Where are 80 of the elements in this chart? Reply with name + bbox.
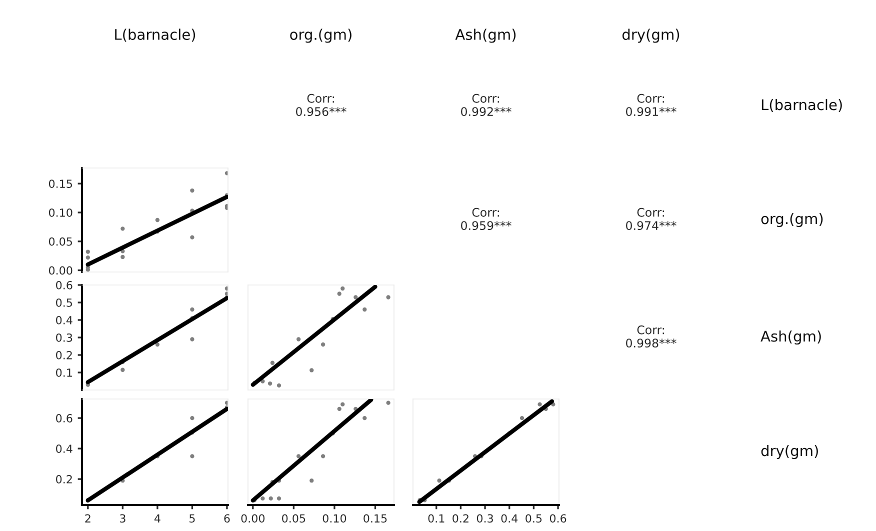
text: Corr: 0.956*** bbox=[296, 94, 346, 116]
x-tick-label: 6 bbox=[224, 514, 230, 523]
point bbox=[268, 381, 272, 386]
point bbox=[310, 368, 314, 372]
point bbox=[296, 454, 301, 458]
point bbox=[520, 416, 524, 420]
point bbox=[337, 406, 342, 411]
text: dry(gm) bbox=[761, 444, 818, 460]
point bbox=[337, 292, 342, 296]
point bbox=[362, 307, 367, 312]
y-tick-label: 0.3 bbox=[56, 333, 72, 342]
x-tick-label: 0.6 bbox=[550, 514, 566, 523]
x-tick-label: 3 bbox=[120, 514, 126, 523]
text: Ash(gm) bbox=[455, 28, 516, 43]
x-tick-label: 0.3 bbox=[476, 514, 493, 523]
point bbox=[86, 250, 90, 254]
point bbox=[190, 188, 194, 193]
y-tick-label: 0.1 bbox=[56, 368, 72, 377]
x-tick-label: 4 bbox=[154, 514, 160, 522]
point bbox=[310, 478, 314, 483]
point bbox=[386, 295, 390, 300]
x-tick-label: 5 bbox=[190, 514, 195, 523]
y-tick-label: 0.6 bbox=[56, 414, 72, 422]
point bbox=[320, 342, 326, 347]
y-tick-label: 0.2 bbox=[56, 350, 72, 360]
point bbox=[120, 368, 125, 372]
x-tick-label: 0.10 bbox=[322, 514, 346, 523]
y-tick-label: 0.10 bbox=[48, 208, 72, 217]
point bbox=[362, 416, 367, 420]
x-tick-label: 0.00 bbox=[241, 514, 265, 523]
text: L(barnacle) bbox=[115, 28, 196, 42]
text: org.(gm) bbox=[761, 212, 823, 228]
y-tick-label: 0.4 bbox=[56, 444, 72, 453]
point bbox=[190, 416, 194, 420]
y-tick-label: 0.15 bbox=[48, 180, 72, 188]
point bbox=[86, 255, 90, 260]
point bbox=[354, 295, 358, 300]
point bbox=[155, 218, 160, 222]
point bbox=[190, 235, 194, 240]
y-tick-label: 0.4 bbox=[56, 316, 72, 324]
x-tick-label: 2 bbox=[85, 514, 90, 522]
point bbox=[276, 383, 282, 388]
text: Corr: 0.959*** bbox=[461, 208, 512, 230]
text: dry(gm) bbox=[622, 28, 680, 43]
x-tick-label: 0.2 bbox=[452, 514, 468, 523]
y-tick-label: 0.05 bbox=[48, 237, 72, 246]
point bbox=[340, 402, 345, 406]
text: Ash(gm) bbox=[760, 330, 821, 345]
point bbox=[260, 496, 265, 501]
y-tick-label: 0.2 bbox=[56, 475, 72, 484]
point bbox=[386, 400, 390, 405]
point bbox=[270, 360, 275, 365]
y-tick-label: 0.00 bbox=[48, 266, 72, 275]
point bbox=[120, 254, 125, 260]
text: org.(gm) bbox=[290, 28, 352, 43]
point bbox=[276, 496, 282, 501]
x-tick-label: 0.1 bbox=[428, 514, 444, 523]
point bbox=[538, 402, 542, 406]
y-tick-label: 0.5 bbox=[56, 298, 72, 307]
point bbox=[340, 286, 345, 291]
point bbox=[190, 307, 194, 312]
y-tick-label: 0.6 bbox=[56, 280, 72, 290]
point bbox=[224, 292, 228, 296]
point bbox=[120, 226, 125, 231]
point bbox=[296, 337, 301, 342]
text: Corr: 0.992*** bbox=[461, 94, 512, 116]
point bbox=[268, 496, 273, 501]
text: Corr: 0.998*** bbox=[626, 325, 676, 348]
x-tick-label: 0.5 bbox=[526, 514, 542, 523]
text: Corr: 0.974*** bbox=[626, 208, 676, 230]
text: Corr: 0.991*** bbox=[626, 94, 676, 116]
point bbox=[320, 454, 326, 458]
point bbox=[190, 337, 194, 342]
point bbox=[190, 454, 194, 458]
point bbox=[437, 478, 442, 483]
point bbox=[155, 342, 160, 347]
x-tick-label: 0.15 bbox=[364, 514, 387, 523]
text: L(barnacle) bbox=[762, 98, 842, 112]
x-tick-label: 0.05 bbox=[282, 514, 306, 523]
x-tick-label: 0.4 bbox=[501, 514, 518, 523]
